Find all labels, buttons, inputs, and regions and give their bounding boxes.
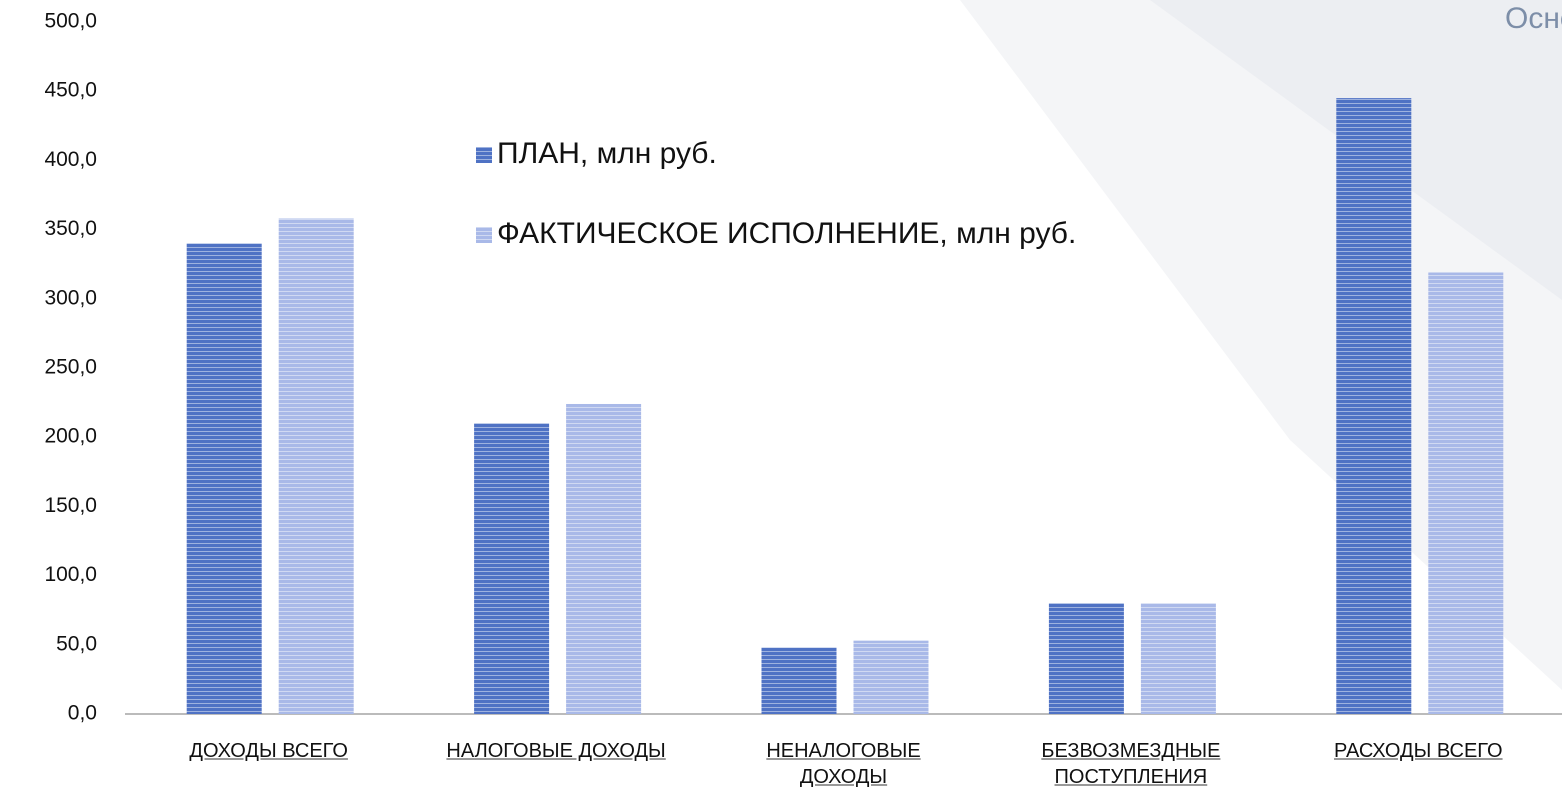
y-tick-label: 0,0 bbox=[68, 702, 97, 725]
x-tick-label: ДОХОДЫ ВСЕГО bbox=[189, 740, 348, 762]
x-tick-label: НАЛОГОВЫЕ ДОХОДЫ bbox=[446, 740, 666, 762]
y-tick-label: 400,0 bbox=[44, 148, 97, 171]
legend-swatch bbox=[476, 227, 492, 243]
bar bbox=[186, 243, 262, 714]
bar bbox=[566, 403, 642, 714]
chart-title: Основные bbox=[1505, 2, 1562, 35]
y-tick-label: 500,0 bbox=[44, 10, 97, 33]
y-tick-label: 100,0 bbox=[44, 563, 97, 586]
bar bbox=[761, 647, 837, 714]
bar bbox=[1428, 272, 1504, 714]
y-tick-label: 300,0 bbox=[44, 286, 97, 309]
y-tick-label: 450,0 bbox=[44, 79, 97, 102]
y-tick-label: 200,0 bbox=[44, 425, 97, 448]
bar bbox=[1048, 603, 1124, 714]
x-tick-label: РАСХОДЫ ВСЕГО bbox=[1334, 740, 1503, 762]
bar bbox=[1140, 603, 1216, 714]
legend-swatch bbox=[476, 147, 492, 163]
bar bbox=[474, 423, 550, 714]
bar bbox=[278, 218, 354, 714]
bar bbox=[1336, 98, 1412, 715]
y-tick-label: 150,0 bbox=[44, 494, 97, 517]
legend-label: ФАКТИЧЕСКОЕ ИСПОЛНЕНИЕ, млн руб. bbox=[497, 217, 1076, 250]
x-tick-label: НЕНАЛОГОВЫЕ ДОХОДЫ bbox=[766, 740, 921, 788]
y-tick-label: 250,0 bbox=[44, 356, 97, 379]
y-tick-label: 50,0 bbox=[56, 632, 97, 655]
bar bbox=[853, 640, 929, 714]
legend-label: ПЛАН, млн руб. bbox=[497, 137, 717, 170]
y-tick-label: 350,0 bbox=[44, 217, 97, 240]
x-tick-label: БЕЗВОЗМЕЗДНЫЕ ПОСТУПЛЕНИЯ bbox=[1041, 740, 1221, 788]
